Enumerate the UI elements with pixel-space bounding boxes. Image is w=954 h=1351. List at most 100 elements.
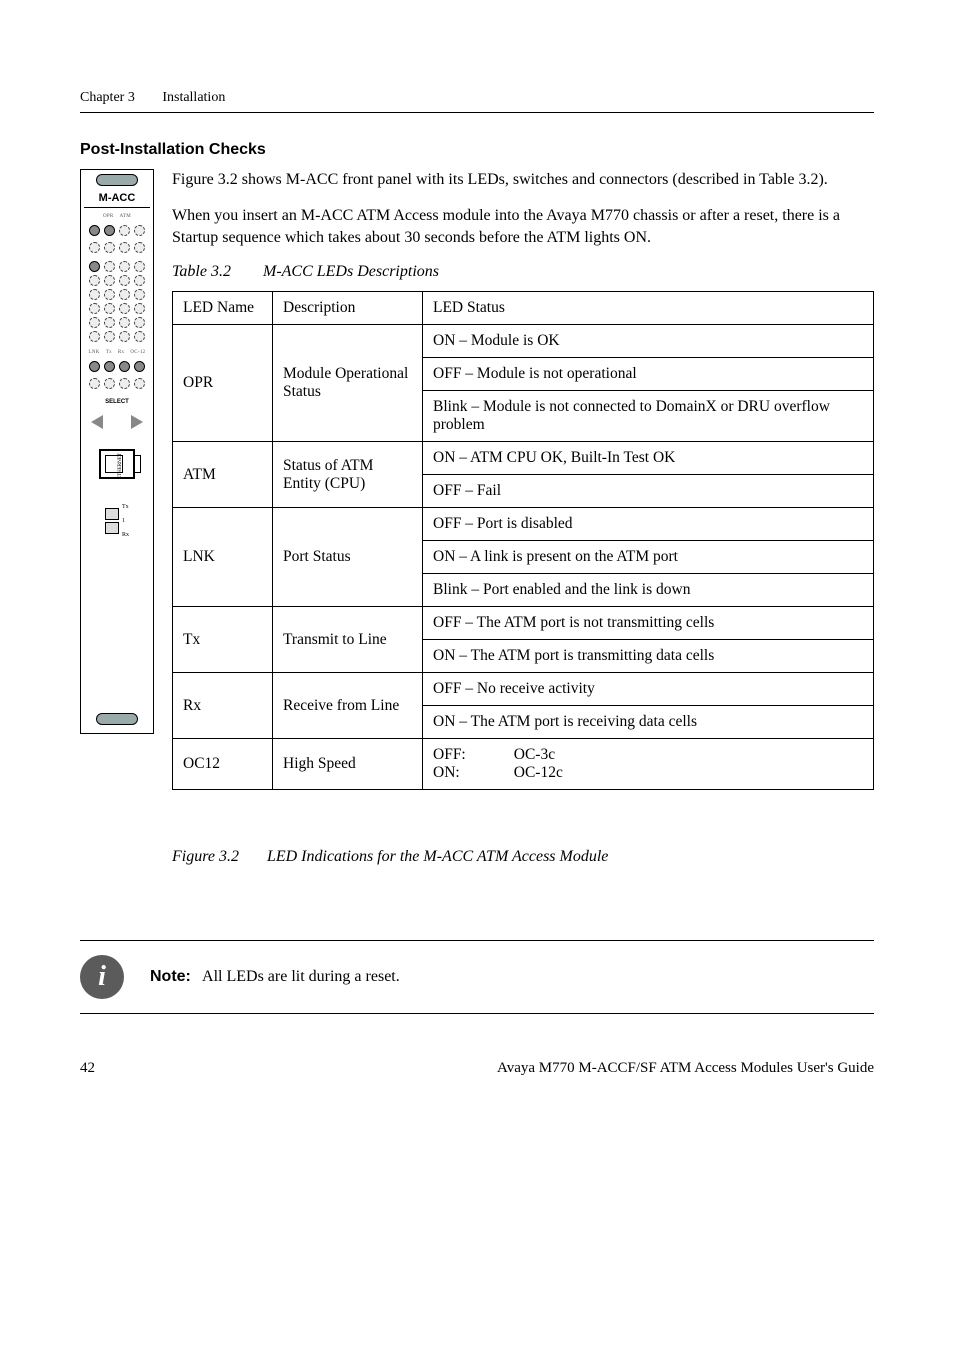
led-table: LED Name Description LED Status OPR Modu… xyxy=(172,291,874,790)
cell-rx-s2: ON – The ATM port is receiving data cell… xyxy=(423,706,874,739)
th-description: Description xyxy=(273,292,423,325)
led-dim-5 xyxy=(119,242,130,253)
figure-caption: Figure 3.2 LED Indications for the M-ACC… xyxy=(172,848,874,866)
table-row: ATM Status of ATM Entity (CPU) ON – ATM … xyxy=(173,442,874,475)
oc12-off-label: OFF: xyxy=(433,746,466,764)
note-label: Note: xyxy=(150,968,191,985)
cell-atm-name: ATM xyxy=(173,442,273,508)
note-text: Note: All LEDs are lit during a reset. xyxy=(150,968,400,986)
cell-opr-desc: Module Operational Status xyxy=(273,325,423,442)
cell-oc12-status: OFF: ON: OC-3c OC-12c xyxy=(423,739,874,790)
led-dim-3 xyxy=(89,242,100,253)
cell-oc12-name: OC12 xyxy=(173,739,273,790)
oc12-off-val: OC-3c xyxy=(514,746,563,764)
cell-atm-s1: ON – ATM CPU OK, Built-In Test OK xyxy=(423,442,874,475)
text-column: Figure 3.2 shows M-ACC front panel with … xyxy=(172,169,874,896)
cell-oc12-desc: High Speed xyxy=(273,739,423,790)
cell-tx-s1: OFF – The ATM port is not transmitting c… xyxy=(423,607,874,640)
fiber-rx-label: Rx xyxy=(122,529,129,541)
led-label-lnk: LNK xyxy=(89,350,100,355)
paragraph-2: When you insert an M-ACC ATM Access modu… xyxy=(172,205,874,249)
select-right-icon xyxy=(131,415,143,429)
cell-atm-s2: OFF – Fail xyxy=(423,475,874,508)
paragraph-1: Figure 3.2 shows M-ACC front panel with … xyxy=(172,169,874,191)
content-wrap: M-ACC OPR ATM LNK Tx Rx xyxy=(80,169,874,896)
doc-title: Avaya M770 M-ACCF/SF ATM Access Modules … xyxy=(497,1060,874,1077)
cell-opr-name: OPR xyxy=(173,325,273,442)
led-grid xyxy=(89,261,145,342)
table-row: Rx Receive from Line OFF – No receive ac… xyxy=(173,673,874,706)
oc12-on-val: OC-12c xyxy=(514,764,563,782)
note-body: All LEDs are lit during a reset. xyxy=(202,968,400,985)
select-switch xyxy=(91,415,143,429)
led-oc12 xyxy=(134,361,145,372)
cell-opr-s3: Blink – Module is not connected to Domai… xyxy=(423,391,874,442)
cell-atm-desc: Status of ATM Entity (CPU) xyxy=(273,442,423,508)
led-opr xyxy=(89,225,100,236)
led-row-2 xyxy=(89,242,145,253)
cell-rx-desc: Receive from Line xyxy=(273,673,423,739)
led-lnk xyxy=(89,361,100,372)
fiber-sep-label: 1 xyxy=(122,515,129,527)
cell-lnk-desc: Port Status xyxy=(273,508,423,607)
cell-opr-s2: OFF – Module is not operational xyxy=(423,358,874,391)
cell-rx-name: Rx xyxy=(173,673,273,739)
fiber-tx-port xyxy=(105,508,119,520)
th-led-name: LED Name xyxy=(173,292,273,325)
fiber-tx-label: Tx xyxy=(122,501,129,513)
page-header: Chapter 3 Installation xyxy=(80,90,874,113)
select-label: SELECT xyxy=(105,399,129,405)
table-caption-num: Table 3.2 xyxy=(172,263,231,280)
mid-led-labels: LNK Tx Rx OC-12 xyxy=(89,350,146,355)
cell-tx-s2: ON – The ATM port is transmitting data c… xyxy=(423,640,874,673)
top-led-labels: OPR ATM xyxy=(103,214,131,219)
cell-lnk-s2: ON – A link is present on the ATM port xyxy=(423,541,874,574)
led-dim-1 xyxy=(119,225,130,236)
led-rx xyxy=(119,361,130,372)
table-row: OPR Module Operational Status ON – Modul… xyxy=(173,325,874,358)
led-row-top xyxy=(89,225,145,236)
header-title: Installation xyxy=(162,90,225,106)
led-dim-4 xyxy=(104,242,115,253)
table-row: Tx Transmit to Line OFF – The ATM port i… xyxy=(173,607,874,640)
led-row-mid xyxy=(89,361,145,372)
table-caption-text: M-ACC LEDs Descriptions xyxy=(263,263,439,280)
section-title: Post-Installation Checks xyxy=(80,141,874,159)
ethernet-connector: ETHERNET xyxy=(99,449,135,479)
fiber-rx-port xyxy=(105,522,119,534)
cell-lnk-name: LNK xyxy=(173,508,273,607)
page-footer: 42 Avaya M770 M-ACCF/SF ATM Access Modul… xyxy=(80,1060,874,1077)
table-row: OC12 High Speed OFF: ON: OC-3c OC-12c xyxy=(173,739,874,790)
led-dim-6 xyxy=(134,242,145,253)
table-header-row: LED Name Description LED Status xyxy=(173,292,874,325)
select-left-icon xyxy=(91,415,103,429)
table-row: LNK Port Status OFF – Port is disabled xyxy=(173,508,874,541)
fiber-ports: Tx 1 Rx xyxy=(105,501,129,541)
oc12-on-label: ON: xyxy=(433,764,466,782)
ethernet-label: ETHERNET xyxy=(118,453,123,479)
device-front-panel: M-ACC OPR ATM LNK Tx Rx xyxy=(80,169,154,734)
cell-rx-s1: OFF – No receive activity xyxy=(423,673,874,706)
info-icon: i xyxy=(80,955,124,999)
cell-tx-name: Tx xyxy=(173,607,273,673)
device-top-slot xyxy=(96,174,138,186)
note-block: i Note: All LEDs are lit during a reset. xyxy=(80,940,874,1014)
page-number: 42 xyxy=(80,1060,95,1077)
cell-opr-s1: ON – Module is OK xyxy=(423,325,874,358)
led-atm xyxy=(104,225,115,236)
led-label-opr: OPR xyxy=(103,214,114,219)
led-dim-2 xyxy=(134,225,145,236)
led-tx xyxy=(104,361,115,372)
header-chapter: Chapter 3 xyxy=(80,90,135,106)
cell-lnk-s1: OFF – Port is disabled xyxy=(423,508,874,541)
led-label-atm: ATM xyxy=(120,214,131,219)
figure-caption-text: LED Indications for the M-ACC ATM Access… xyxy=(267,848,608,865)
led-row-mid2 xyxy=(89,378,145,389)
led-label-oc12: OC-12 xyxy=(130,350,145,355)
th-led-status: LED Status xyxy=(423,292,874,325)
table-caption: Table 3.2 M-ACC LEDs Descriptions xyxy=(172,263,874,281)
cell-tx-desc: Transmit to Line xyxy=(273,607,423,673)
figure-caption-num: Figure 3.2 xyxy=(172,848,239,865)
cell-lnk-s3: Blink – Port enabled and the link is dow… xyxy=(423,574,874,607)
device-label: M-ACC xyxy=(84,192,150,208)
